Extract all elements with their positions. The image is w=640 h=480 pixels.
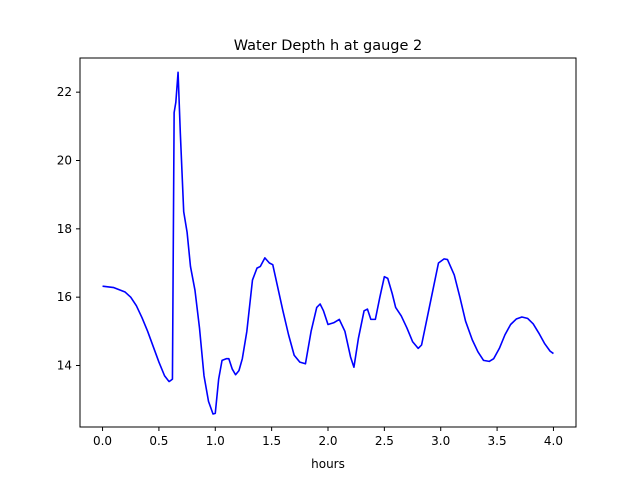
series-line-0 (102, 71, 554, 415)
x-tick-label: 2.0 (318, 434, 337, 448)
y-tick-label: 14 (57, 359, 72, 373)
y-tick-label: 20 (57, 154, 72, 168)
x-tick-label: 0.5 (149, 434, 168, 448)
x-tick-label: 4.0 (544, 434, 563, 448)
x-tick-label: 2.5 (375, 434, 394, 448)
y-axis-ticks: 14 16 18 20 22 (57, 85, 80, 373)
x-tick-label: 3.0 (431, 434, 450, 448)
y-tick-label: 18 (57, 222, 72, 236)
x-axis-label: hours (311, 457, 345, 471)
plot-area (102, 71, 554, 415)
x-tick-label: 3.5 (488, 434, 507, 448)
x-tick-label: 0.0 (93, 434, 112, 448)
x-tick-label: 1.5 (262, 434, 281, 448)
plot-frame (79, 57, 577, 428)
y-tick-label: 16 (57, 290, 72, 304)
x-axis-ticks: 0.0 0.5 1.0 1.5 2.0 2.5 3.0 3.5 4.0 (93, 427, 563, 448)
x-tick-label: 1.0 (206, 434, 225, 448)
chart-title: Water Depth h at gauge 2 (234, 38, 422, 54)
y-tick-label: 22 (57, 85, 72, 99)
